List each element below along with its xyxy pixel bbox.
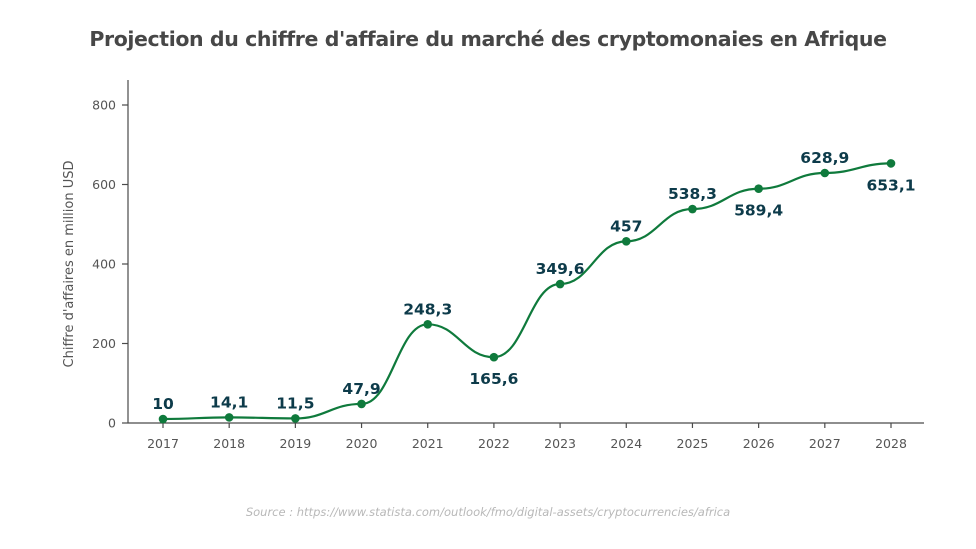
data-label: 538,3 xyxy=(668,185,717,203)
data-point xyxy=(754,184,763,194)
data-point xyxy=(489,352,499,362)
data-label: 165,6 xyxy=(469,370,518,388)
x-tick-label: 2027 xyxy=(809,436,841,451)
data-point xyxy=(555,279,565,289)
data-point xyxy=(820,168,830,178)
data-label: 248,3 xyxy=(403,300,452,318)
x-tick-label: 2018 xyxy=(213,436,245,451)
data-label: 589,4 xyxy=(734,202,783,220)
data-point xyxy=(423,320,433,329)
data-label: 47,9 xyxy=(342,380,380,398)
data-point xyxy=(158,414,168,424)
source-note: Source : https://www.statista.com/outloo… xyxy=(245,505,731,519)
x-tick-label: 2017 xyxy=(147,436,179,451)
chart-title: Projection du chiffre d'affaire du march… xyxy=(89,27,887,51)
x-tick-label: 2024 xyxy=(610,436,642,451)
x-tick-label: 2023 xyxy=(544,436,576,451)
data-labels: 10 14,1 11,5 47,9 248,3 165,6 349,6 457 538,3 589… xyxy=(152,149,915,413)
data-point xyxy=(688,204,697,214)
x-tick-label: 2028 xyxy=(875,436,907,451)
y-axis: 0 200 400 600 800 xyxy=(92,80,129,431)
x-tick-label: 2022 xyxy=(478,436,510,451)
y-tick-label: 400 xyxy=(92,257,116,272)
y-tick-label: 200 xyxy=(92,336,116,351)
y-tick-label: 0 xyxy=(108,416,116,431)
data-point xyxy=(886,159,896,168)
x-axis: 2017 2018 2019 2020 2021 2022 2023 2024 2025 2026… xyxy=(128,422,924,451)
y-tick-label: 600 xyxy=(92,177,116,192)
x-tick-label: 2025 xyxy=(677,436,709,451)
x-tick-label: 2020 xyxy=(346,436,378,451)
data-point xyxy=(224,413,234,422)
data-label: 457 xyxy=(610,217,642,235)
data-point xyxy=(357,399,366,409)
data-point xyxy=(291,414,300,423)
data-point xyxy=(621,237,631,246)
x-tick-label: 2021 xyxy=(412,436,444,451)
data-label: 653,1 xyxy=(866,176,915,194)
y-axis-title: Chiffre d'affaires en million USD xyxy=(62,161,77,368)
data-points xyxy=(158,159,896,424)
x-tick-label: 2026 xyxy=(743,436,775,451)
data-label: 349,6 xyxy=(536,260,585,278)
data-label: 10 xyxy=(152,395,174,413)
x-tick-label: 2019 xyxy=(279,436,311,451)
data-label: 628,9 xyxy=(800,149,849,167)
y-tick-label: 800 xyxy=(92,98,116,113)
data-label: 14,1 xyxy=(210,393,248,411)
data-label: 11,5 xyxy=(276,394,314,412)
